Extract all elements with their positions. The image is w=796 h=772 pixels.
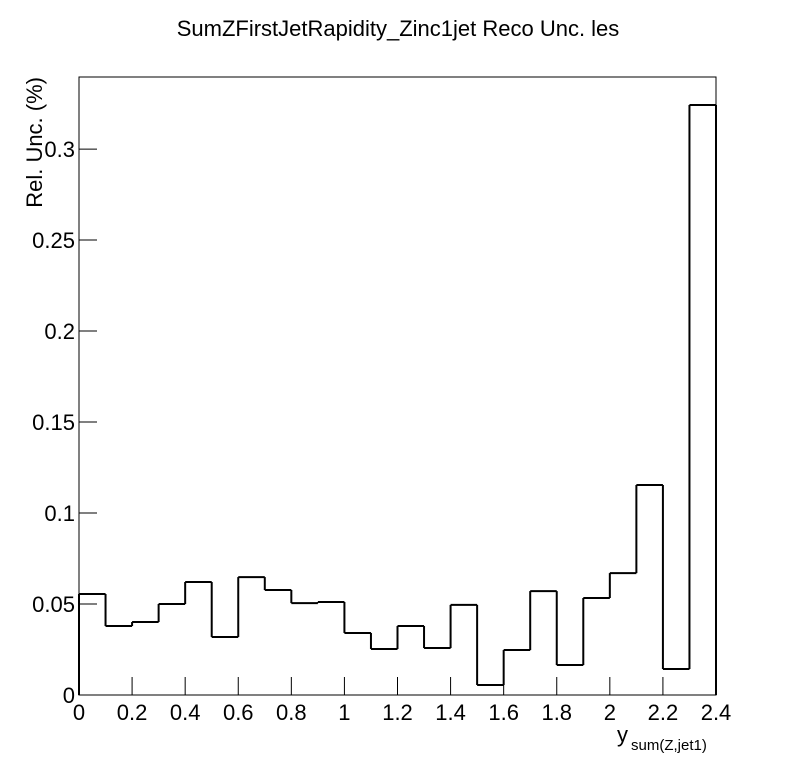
x-tick-label: 2.2 bbox=[648, 700, 679, 725]
y-tick-label: 0.2 bbox=[44, 319, 75, 344]
x-tick-label: 1.8 bbox=[541, 700, 572, 725]
x-tick-label: 2.4 bbox=[701, 700, 732, 725]
x-tick-label: 1.4 bbox=[435, 700, 466, 725]
x-tick-label: 1.2 bbox=[382, 700, 413, 725]
x-tick-label: 0.8 bbox=[276, 700, 307, 725]
x-tick-label: 1.6 bbox=[488, 700, 519, 725]
y-tick-label: 0.15 bbox=[32, 410, 75, 435]
x-tick-label: 0.4 bbox=[170, 700, 201, 725]
x-tick-label: 1 bbox=[338, 700, 350, 725]
y-axis-label: Rel. Unc. (%) bbox=[22, 77, 47, 208]
y-tick-label: 0.1 bbox=[44, 501, 75, 526]
x-axis-label-subscript: sum(Z,jet1) bbox=[631, 737, 707, 754]
x-tick-label: 0.6 bbox=[223, 700, 254, 725]
x-axis-label: y bbox=[617, 722, 628, 747]
y-tick-label: 0 bbox=[63, 683, 75, 708]
chart-title: SumZFirstJetRapidity_Zinc1jet Reco Unc. … bbox=[177, 16, 620, 41]
y-tick-label: 0.25 bbox=[32, 228, 75, 253]
y-tick-label: 0.05 bbox=[32, 592, 75, 617]
x-tick-label: 2 bbox=[604, 700, 616, 725]
y-tick-label: 0.3 bbox=[44, 137, 75, 162]
x-tick-label: 0 bbox=[73, 700, 85, 725]
x-tick-label: 0.2 bbox=[117, 700, 148, 725]
